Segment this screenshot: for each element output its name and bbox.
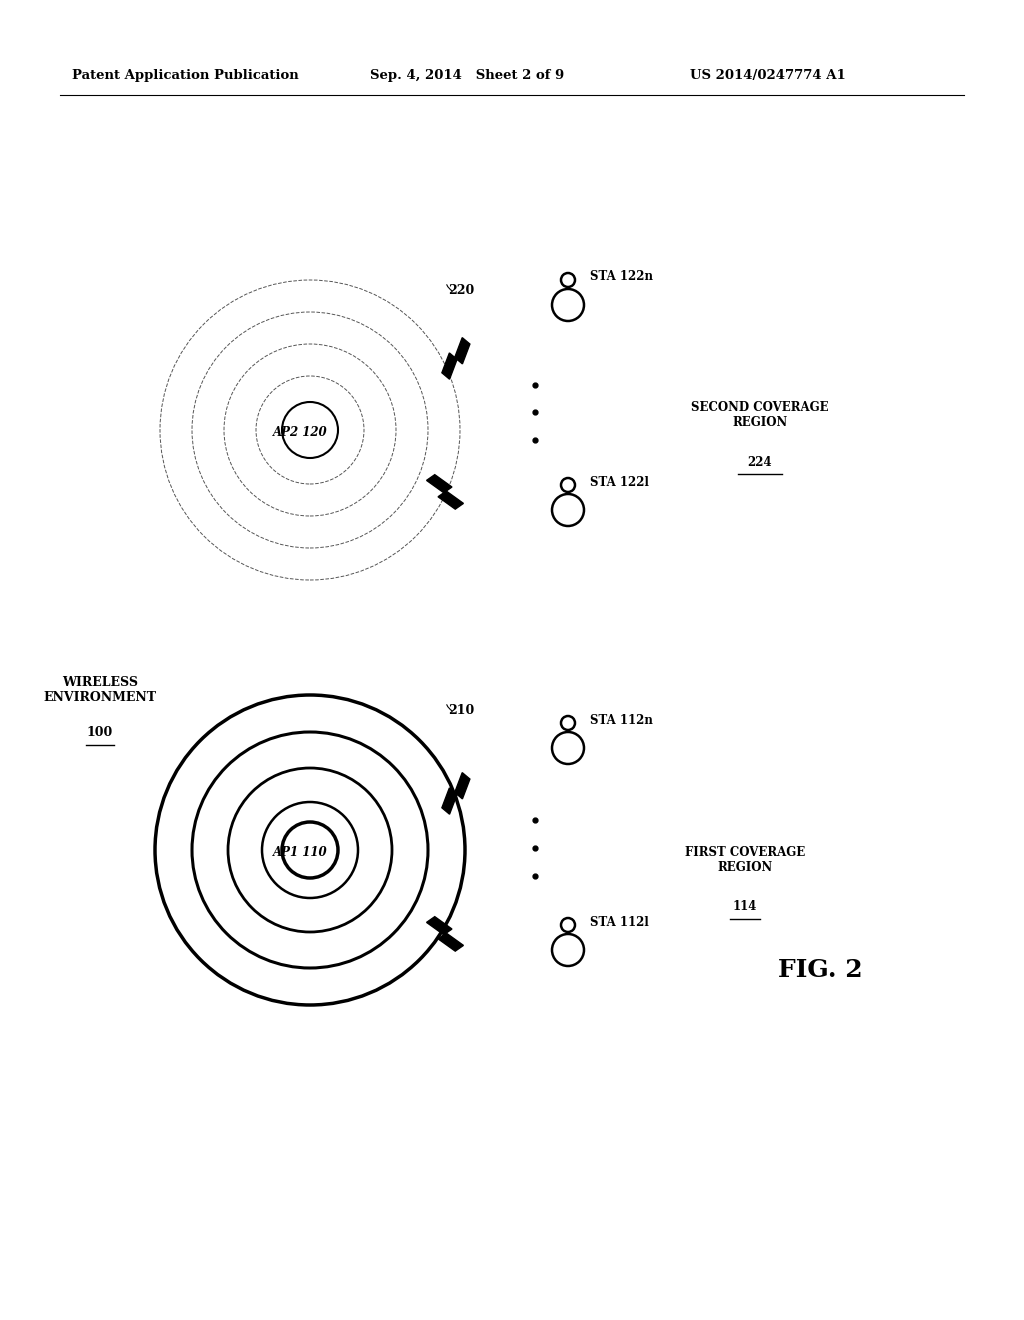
Text: AP2 120: AP2 120 [272,425,328,438]
Polygon shape [442,772,470,814]
Text: FIG. 2: FIG. 2 [777,958,862,982]
Polygon shape [442,338,470,379]
Text: 224: 224 [748,455,772,469]
Text: STA 122l: STA 122l [590,475,649,488]
Text: 100: 100 [87,726,113,739]
Text: STA 112n: STA 112n [590,714,653,726]
Text: 114: 114 [733,900,757,913]
Polygon shape [427,916,464,952]
Text: 210: 210 [449,704,474,717]
Text: Patent Application Publication: Patent Application Publication [72,69,299,82]
Text: US 2014/0247774 A1: US 2014/0247774 A1 [690,69,846,82]
Text: STA 112l: STA 112l [590,916,649,928]
Polygon shape [427,475,464,510]
Text: STA 122n: STA 122n [590,271,653,284]
Text: AP1 110: AP1 110 [272,846,328,858]
Text: SECOND COVERAGE
REGION: SECOND COVERAGE REGION [691,401,828,429]
Text: WIRELESS
ENVIRONMENT: WIRELESS ENVIRONMENT [43,676,157,704]
Text: FIRST COVERAGE
REGION: FIRST COVERAGE REGION [685,846,805,874]
Text: Sep. 4, 2014   Sheet 2 of 9: Sep. 4, 2014 Sheet 2 of 9 [370,69,564,82]
Text: 220: 220 [449,284,474,297]
